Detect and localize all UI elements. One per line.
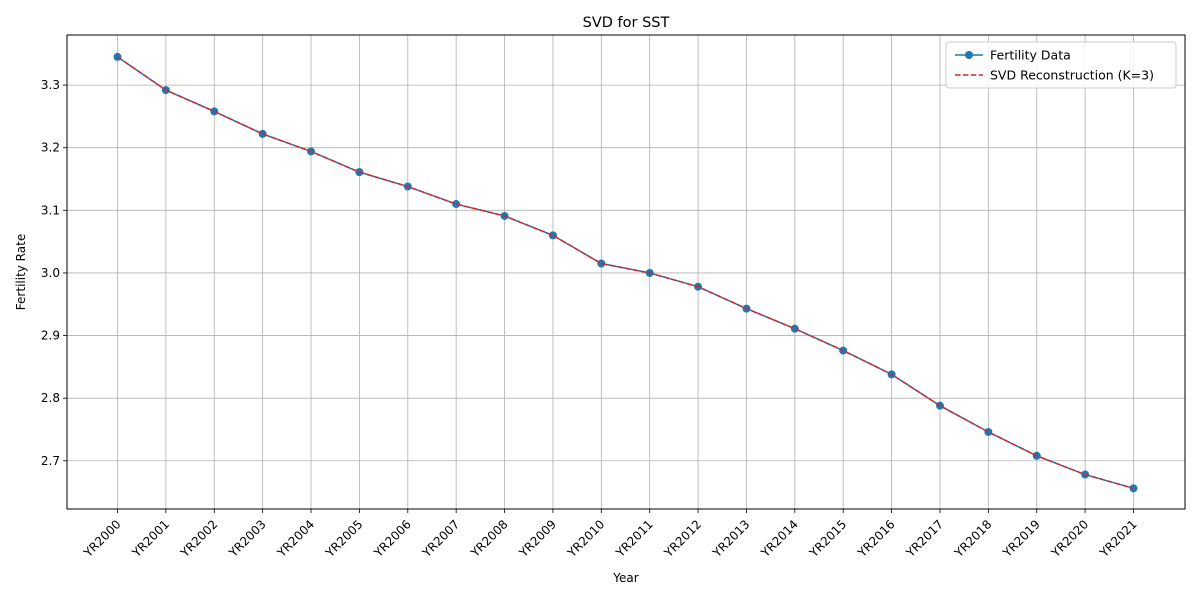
data-point-fertility-data — [258, 129, 267, 138]
x-tick-label: YR2019 — [1000, 517, 1043, 560]
x-tick-label: YR2002 — [177, 517, 220, 560]
chart-title: SVD for SST — [583, 15, 670, 31]
x-tick-label: YR2006 — [371, 517, 414, 560]
plot-frame — [66, 34, 1186, 510]
x-tick-label: YR2003 — [225, 517, 268, 560]
y-tick-label: 3.2 — [41, 141, 60, 155]
x-tick-label: YR2009 — [516, 517, 559, 560]
legend-box — [945, 41, 1177, 89]
y-tick-label: 2.7 — [41, 454, 60, 468]
y-axis-label: Fertility Rate — [14, 234, 28, 310]
data-point-fertility-data — [984, 427, 993, 436]
x-tick-label: YR2010 — [564, 517, 607, 560]
x-tick-label: YR2001 — [129, 517, 172, 560]
x-tick-label: YR2008 — [467, 517, 510, 560]
y-tick-label: 3.3 — [41, 78, 60, 92]
y-tick-label: 2.8 — [41, 391, 60, 405]
y-tick-label: 3.1 — [41, 203, 60, 217]
legend-label-fertility-data: Fertility Data — [990, 48, 1071, 63]
x-tick-label: YR2012 — [661, 517, 704, 560]
x-tick-label: YR2016 — [854, 517, 897, 560]
x-tick-label: YR2017 — [903, 517, 946, 560]
legend-label-svd-reconstruction: SVD Reconstruction (K=3) — [990, 68, 1154, 83]
x-tick-label: YR2020 — [1048, 517, 1091, 560]
x-tick-label: YR2021 — [1096, 517, 1139, 560]
series-lines — [113, 52, 1138, 493]
data-point-fertility-data — [790, 324, 799, 333]
x-tick-label: YR2000 — [80, 517, 123, 560]
x-tick-label: YR2005 — [322, 517, 365, 560]
x-axis-ticks: YR2000 YR2001 YR2002 YR2003 YR2004 YR2005 YR20… — [80, 509, 1140, 561]
x-tick-label: YR2015 — [806, 517, 849, 560]
y-tick-label: 2.9 — [41, 329, 60, 343]
data-point-fertility-data — [452, 200, 461, 209]
data-point-fertility-data — [548, 231, 557, 240]
x-axis-label: Year — [612, 571, 638, 585]
data-point-fertility-data — [935, 401, 944, 410]
grid — [67, 35, 1185, 509]
x-tick-label: YR2014 — [758, 517, 801, 560]
x-tick-label: YR2007 — [419, 517, 462, 560]
y-axis-ticks: 2.7 2.8 2.9 3.0 3.1 3.2 3.3 — [41, 78, 67, 468]
x-tick-label: YR2004 — [274, 517, 317, 560]
x-tick-label: YR2018 — [951, 517, 994, 560]
legend: Fertility Data SVD Reconstruction (K=3) — [945, 41, 1177, 89]
x-tick-label: YR2011 — [613, 517, 656, 560]
legend-marker-fertility-data — [965, 51, 973, 59]
y-tick-label: 3.0 — [41, 266, 60, 280]
series-line-svd-reconstruction — [117, 56, 1134, 490]
x-tick-label: YR2013 — [709, 517, 752, 560]
